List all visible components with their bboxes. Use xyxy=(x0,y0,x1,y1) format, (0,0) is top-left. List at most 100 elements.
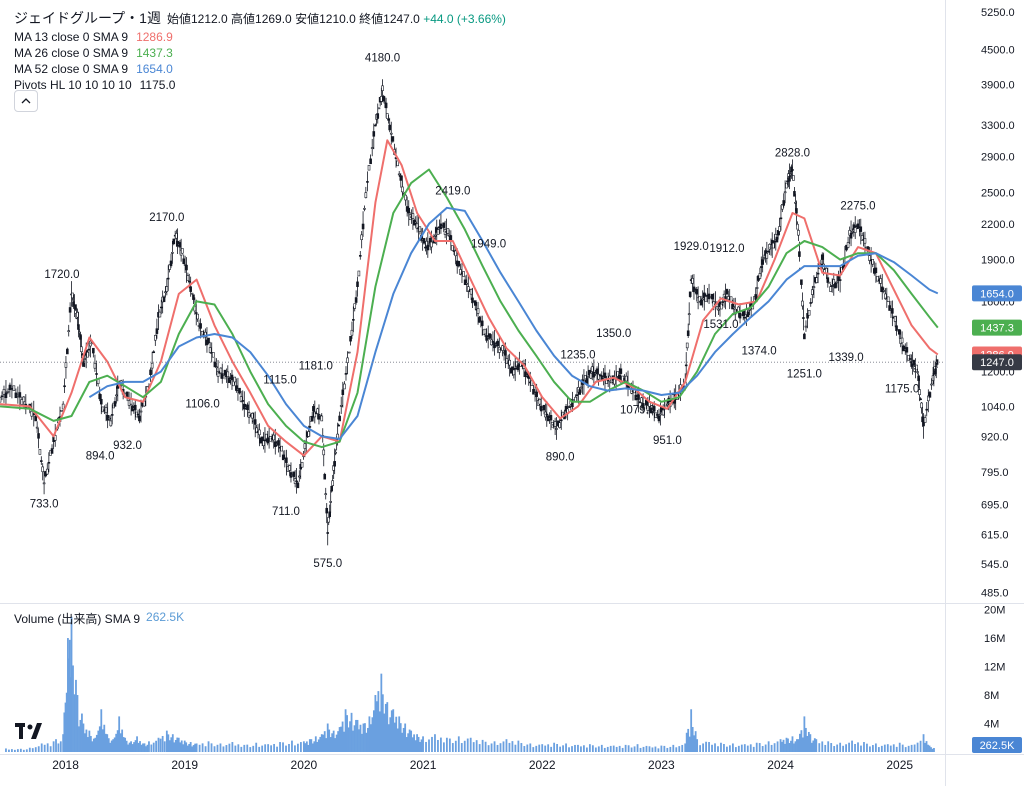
volume-pane[interactable] xyxy=(5,616,935,752)
candle-body xyxy=(77,324,80,330)
candle-body xyxy=(125,391,129,398)
indicator-ma13[interactable]: MA 13 close 0 SMA 9 1286.9 xyxy=(14,29,506,45)
volume-bar xyxy=(797,739,800,752)
volume-bar xyxy=(854,743,856,752)
volume-bar xyxy=(307,744,310,752)
candle-body xyxy=(687,313,691,316)
candle-body xyxy=(772,242,775,249)
candle-body xyxy=(907,355,910,361)
candle-body xyxy=(473,300,477,306)
candle-body xyxy=(637,394,640,400)
candle-body xyxy=(404,194,407,201)
candle-body xyxy=(508,359,511,366)
volume-bar xyxy=(877,747,880,752)
volume-bar xyxy=(654,746,657,752)
candle-body xyxy=(186,275,190,281)
volume-bar xyxy=(586,747,588,752)
volume-bar xyxy=(538,744,541,752)
time-tick-label: 2022 xyxy=(529,758,556,772)
candle-body xyxy=(816,272,820,275)
volume-bar xyxy=(431,736,433,752)
indicator-ma52[interactable]: MA 52 close 0 SMA 9 1654.0 xyxy=(14,61,506,77)
volume-bar xyxy=(411,737,414,752)
volume-bar xyxy=(343,731,345,752)
candle-body xyxy=(370,147,374,149)
volume-bar xyxy=(383,713,386,752)
candle-body xyxy=(63,385,66,388)
candle-body xyxy=(559,419,563,422)
volume-bar xyxy=(898,742,901,752)
volume-bar xyxy=(408,729,411,752)
volume-bar xyxy=(347,727,350,752)
symbol-title[interactable]: ジェイドグループ・1週 xyxy=(14,10,161,26)
candle-body xyxy=(590,366,594,372)
candle-body xyxy=(316,408,319,414)
volume-bar xyxy=(863,742,865,752)
volume-bar xyxy=(5,748,7,752)
volume-bar xyxy=(442,742,445,752)
candle-body xyxy=(553,421,557,427)
volume-bar xyxy=(457,736,460,752)
candle-body xyxy=(603,372,607,379)
candle-body xyxy=(367,165,371,171)
volume-bar xyxy=(809,734,812,752)
volume-bar xyxy=(708,742,710,752)
candle-body xyxy=(802,317,805,319)
candle-body xyxy=(241,400,245,402)
candle-body xyxy=(754,294,758,300)
volume-bar xyxy=(930,747,932,752)
tradingview-logo-icon[interactable] xyxy=(14,720,44,742)
volume-bar xyxy=(880,745,883,752)
volume-bar xyxy=(851,740,853,752)
candle-body xyxy=(809,302,813,304)
candle-body xyxy=(107,417,111,420)
candle-body xyxy=(442,222,446,228)
volume-legend[interactable]: Volume (出来高) SMA 9 262.5K xyxy=(14,610,184,627)
volume-bar xyxy=(813,738,816,752)
volume-bar xyxy=(219,743,222,752)
volume-bar xyxy=(773,743,776,752)
volume-bar xyxy=(571,746,573,752)
volume-bar xyxy=(332,730,335,752)
volume-bar xyxy=(137,742,140,752)
candle-body xyxy=(277,440,280,446)
candle-body xyxy=(344,373,348,375)
candle-body xyxy=(459,269,462,275)
volume-bar xyxy=(490,743,493,752)
candle-body xyxy=(331,480,334,486)
axes: 5250.0 4500.0 3900.0 3300.0 2900.0 2500.0 2200… xyxy=(52,7,1022,772)
candle-body xyxy=(235,385,238,391)
legend-collapse-button[interactable] xyxy=(14,90,38,112)
volume-bar xyxy=(830,743,833,752)
indicator-pivots[interactable]: Pivots HL 10 10 10 10 1175.0 xyxy=(14,77,506,93)
indicator-value: 1286.9 xyxy=(136,30,173,44)
candle-body xyxy=(175,233,178,239)
indicator-ma26[interactable]: MA 26 close 0 SMA 9 1437.3 xyxy=(14,45,506,61)
volume-bar xyxy=(8,749,10,752)
candle-body xyxy=(35,426,39,429)
volume-bar xyxy=(210,743,213,752)
candle-body xyxy=(925,408,929,411)
volume-bar xyxy=(743,744,746,752)
candle-body xyxy=(391,136,395,142)
volume-bar xyxy=(128,742,131,752)
candle-body xyxy=(549,415,553,421)
volume-bar xyxy=(770,744,773,752)
volume-bar xyxy=(737,745,740,752)
volume-bar xyxy=(669,746,672,752)
price-tick-label: 485.0 xyxy=(981,587,1009,599)
volume-bar xyxy=(657,748,660,752)
candle-body xyxy=(18,392,22,398)
volume-bar xyxy=(384,703,387,752)
candle-body xyxy=(893,316,897,322)
volume-bar xyxy=(267,744,270,752)
volume-bar xyxy=(361,733,363,752)
candle-body xyxy=(815,277,818,283)
ohlc-values: 始値1212.0 高値1269.0 安値1210.0 終値1247.0 +44.… xyxy=(167,11,506,27)
volume-bar xyxy=(337,731,340,752)
volume-bar xyxy=(237,744,240,752)
volume-label: Volume (出来高) SMA 9 xyxy=(14,612,141,626)
candle-body xyxy=(592,371,596,378)
